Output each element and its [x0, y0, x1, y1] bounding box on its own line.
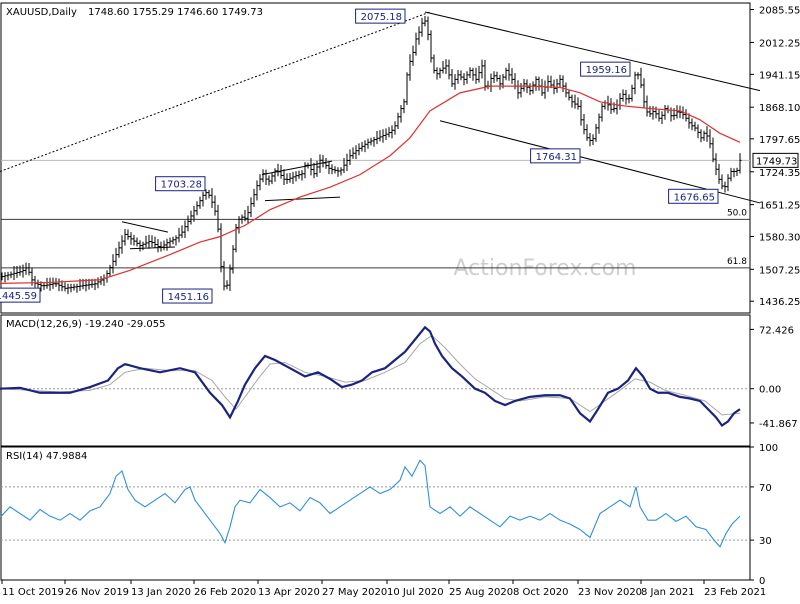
- price-title: XAUUSD,Daily: [6, 7, 77, 18]
- y-tick-label: 1868.10: [759, 103, 800, 114]
- ohlc-values: 1748.60 1755.29 1746.60 1749.73: [88, 7, 263, 18]
- rsi-frame: [0, 446, 751, 581]
- x-tick-label: 10 Jul 2020: [387, 587, 444, 598]
- annotation-box: [355, 8, 406, 24]
- y-tick-label: 0: [759, 576, 765, 587]
- y-tick-label: 1507.25: [759, 265, 800, 276]
- rsi-title: RSI(14) 47.9884: [6, 451, 87, 462]
- annotation-label: 1959.16: [586, 65, 627, 76]
- fib-label: 61.8: [727, 257, 747, 267]
- x-tick-label: 13 Jan 2020: [131, 587, 191, 598]
- moving-average-line: [0, 85, 741, 284]
- annotation-label: 1764.31: [536, 152, 577, 163]
- x-tick-label: 23 Feb 2021: [704, 587, 766, 598]
- y-tick-label: 1580.30: [759, 232, 800, 243]
- macd-panel: MACD(12,26,9) -19.240 -29.055 72.426 0.00 -…: [0, 314, 798, 447]
- macd-frame: [0, 314, 751, 447]
- annotation-box: [530, 148, 581, 164]
- y-tick-label: 1651.25: [759, 201, 800, 212]
- annotation-label: 1445.59: [0, 291, 37, 302]
- y-tick-label: 1797.65: [759, 135, 800, 146]
- y-tick-label: 70: [759, 483, 772, 494]
- annotation-label: 1703.28: [161, 180, 202, 191]
- x-tick-label: 13 Apr 2020: [258, 587, 320, 598]
- y-tick-label: 2085.55: [759, 5, 800, 16]
- annotation-box: [155, 176, 206, 192]
- current-price-label: 1749.73: [756, 156, 797, 167]
- macd-title: MACD(12,26,9) -19.240 -29.055: [6, 319, 166, 330]
- annotation-box: [668, 188, 719, 204]
- annotation-label: 1451.16: [168, 292, 209, 303]
- x-tick-label: 23 Nov 2020: [578, 587, 642, 598]
- y-tick-label: 30: [759, 536, 772, 547]
- x-tick-label: 8 Oct 2020: [513, 587, 568, 598]
- annotation-box: [162, 288, 213, 304]
- trendline: [264, 196, 341, 202]
- x-tick-label: 26 Nov 2019: [65, 587, 129, 598]
- x-tick-label: 26 Feb 2020: [194, 587, 256, 598]
- y-tick-label: -41.867: [759, 419, 798, 430]
- annotation-box: [580, 61, 631, 77]
- macd-line: [0, 325, 741, 428]
- y-tick-label: 72.426: [759, 325, 794, 336]
- y-tick-label: 0.00: [759, 385, 781, 396]
- annotation-label: 1676.65: [674, 192, 715, 203]
- trendline: [121, 221, 169, 233]
- x-axis: 11 Oct 2019 26 Nov 2019 13 Jan 2020 26 Feb …: [1, 580, 766, 598]
- x-tick-label: 25 Aug 2020: [449, 587, 513, 598]
- annotation-box: [0, 287, 41, 303]
- trendline: [424, 11, 761, 92]
- x-tick-label: 11 Oct 2019: [2, 587, 64, 598]
- rsi-panel: RSI(14) 47.9884 100 70 30 0: [0, 443, 778, 587]
- annotation-label: 2075.18: [361, 12, 402, 23]
- y-tick-label: 1436.25: [759, 297, 800, 308]
- fib-label: 50.0: [727, 208, 747, 218]
- x-tick-label: 27 May 2020: [322, 587, 387, 598]
- y-tick-label: 2012.25: [759, 38, 800, 49]
- x-tick-label: 8 Jan 2021: [641, 587, 695, 598]
- y-tick-label: 100: [759, 443, 778, 454]
- price-panel: XAUUSD,Daily 1748.60 1755.29 1746.60 1749…: [0, 2, 800, 314]
- current-price-box: [752, 152, 799, 168]
- trendline: [0, 11, 431, 172]
- y-tick-label: 1941.15: [759, 70, 800, 81]
- price-frame: [0, 2, 751, 314]
- y-tick-label: 1724.35: [759, 168, 800, 179]
- rsi-line: [0, 459, 741, 548]
- watermark: ActionForex.com: [454, 256, 637, 281]
